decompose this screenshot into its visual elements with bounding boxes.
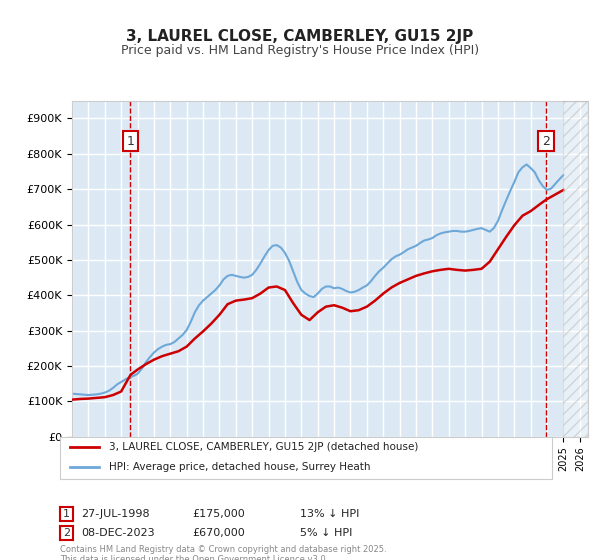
Text: 3, LAUREL CLOSE, CAMBERLEY, GU15 2JP (detached house): 3, LAUREL CLOSE, CAMBERLEY, GU15 2JP (de…	[109, 442, 419, 452]
Text: £175,000: £175,000	[192, 509, 245, 519]
Text: HPI: Average price, detached house, Surrey Heath: HPI: Average price, detached house, Surr…	[109, 462, 371, 472]
Bar	[563, 101, 588, 437]
Text: 1: 1	[63, 509, 70, 519]
Text: £670,000: £670,000	[192, 529, 245, 538]
Text: 5% ↓ HPI: 5% ↓ HPI	[300, 529, 352, 538]
Text: 13% ↓ HPI: 13% ↓ HPI	[300, 509, 359, 519]
Text: 2: 2	[542, 134, 550, 148]
Text: 2: 2	[63, 529, 70, 538]
Text: 27-JUL-1998: 27-JUL-1998	[81, 509, 149, 519]
Text: 1: 1	[127, 134, 134, 148]
Text: Contains HM Land Registry data © Crown copyright and database right 2025.
This d: Contains HM Land Registry data © Crown c…	[60, 545, 386, 560]
Text: 08-DEC-2023: 08-DEC-2023	[81, 529, 155, 538]
Text: 3, LAUREL CLOSE, CAMBERLEY, GU15 2JP: 3, LAUREL CLOSE, CAMBERLEY, GU15 2JP	[127, 29, 473, 44]
Text: Price paid vs. HM Land Registry's House Price Index (HPI): Price paid vs. HM Land Registry's House …	[121, 44, 479, 57]
